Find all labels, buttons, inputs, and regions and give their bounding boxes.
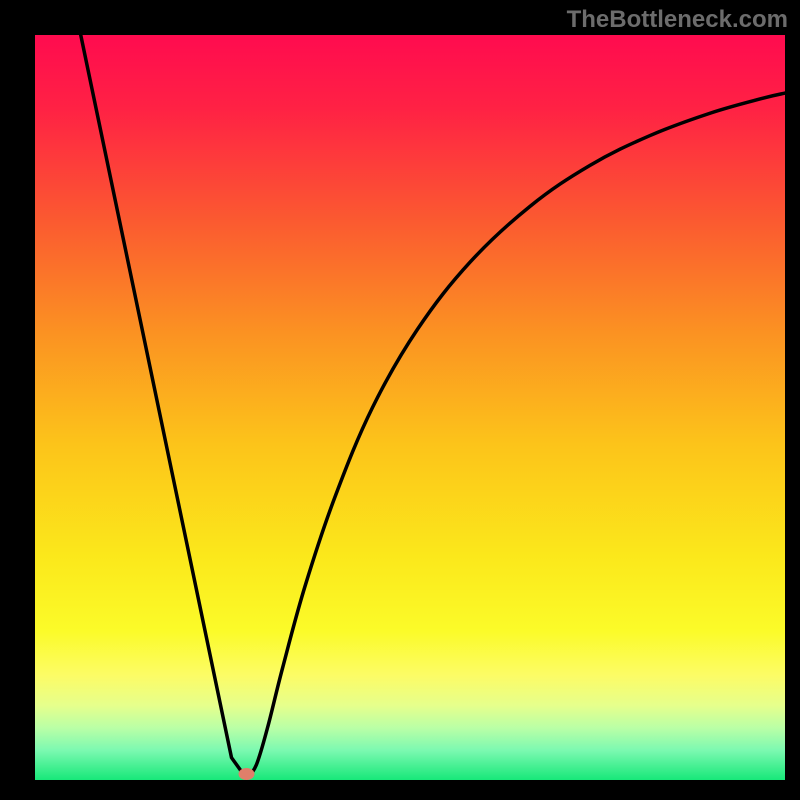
min-marker — [239, 768, 255, 780]
chart-frame: TheBottleneck.com — [0, 0, 800, 800]
watermark-text: TheBottleneck.com — [567, 6, 788, 34]
plot-area — [35, 35, 785, 780]
plot-svg — [35, 35, 785, 780]
gradient-background — [35, 35, 785, 780]
marker-group — [239, 768, 255, 780]
